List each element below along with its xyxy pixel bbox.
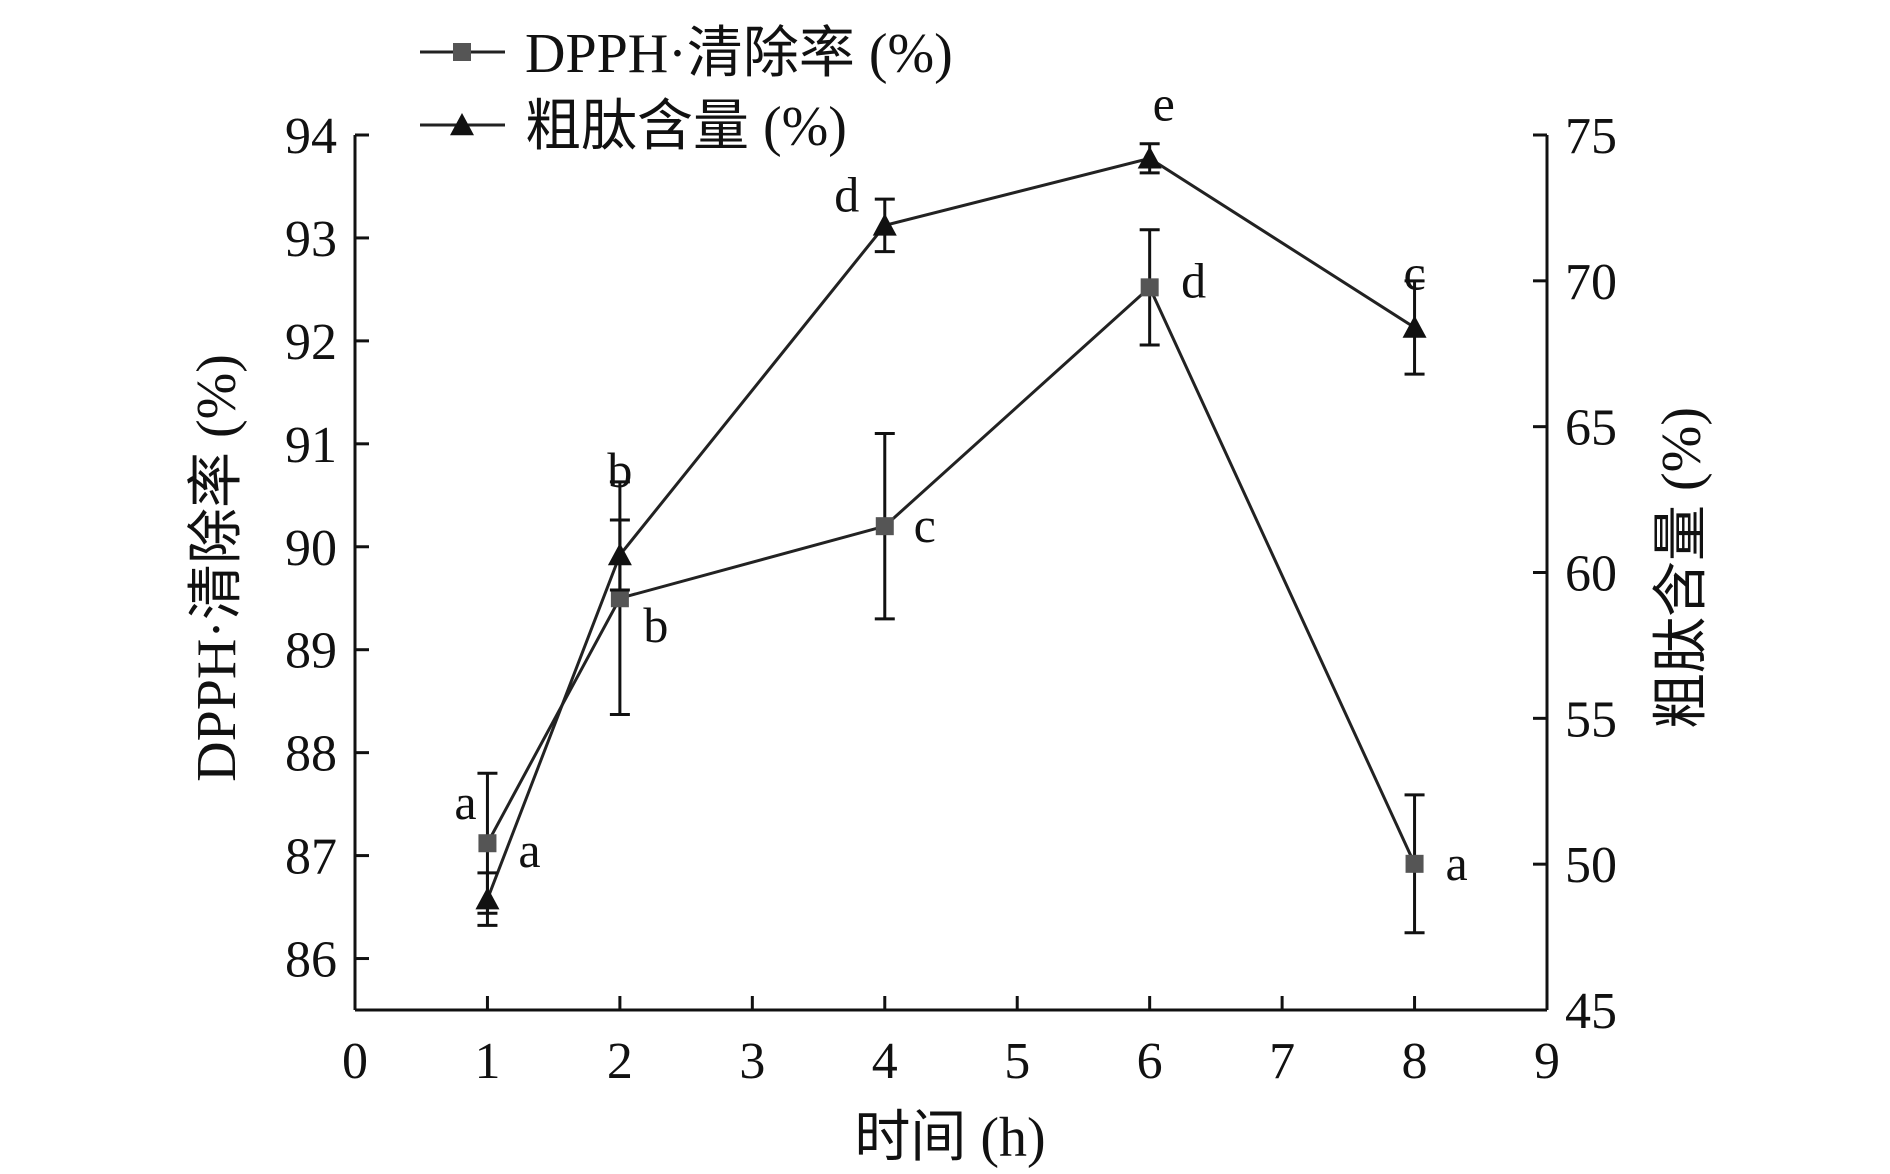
series-line <box>486 156 1416 900</box>
significance-label: b <box>607 442 632 498</box>
y-left-tick-label: 91 <box>285 417 337 474</box>
data-point <box>1405 854 1424 873</box>
x-tick-label: 8 <box>1402 1033 1428 1090</box>
y-left-tick-label: 94 <box>285 108 337 165</box>
significance-label: c <box>1403 245 1425 301</box>
significance-label: c <box>914 497 936 553</box>
y-right-tick-label: 45 <box>1565 983 1617 1040</box>
significance-label: a <box>1445 835 1467 891</box>
y-right-tick-label: 65 <box>1565 400 1617 457</box>
y-right-tick-label: 75 <box>1565 108 1617 165</box>
significance-label: d <box>1181 252 1206 308</box>
x-tick-label: 5 <box>1004 1033 1030 1090</box>
data-point <box>1140 278 1159 297</box>
data-point <box>475 887 500 910</box>
series-crude-peptide: a b d e c <box>475 75 1427 927</box>
y-left-axis-title: DPPH·清除率 (%) <box>186 354 248 782</box>
y-left-tick-label: 90 <box>285 520 337 577</box>
y-right-tick-label: 50 <box>1565 837 1617 894</box>
legend-label: DPPH·清除率 (%) <box>525 23 953 85</box>
y-right-tick-label: 70 <box>1565 254 1617 311</box>
legend-marker <box>450 113 474 136</box>
legend-label: 粗肽含量 (%) <box>525 96 847 158</box>
y-left-tick-label: 88 <box>285 726 337 783</box>
significance-label: e <box>1153 75 1175 131</box>
data-point <box>1402 315 1427 338</box>
legend-item: DPPH·清除率 (%) <box>420 23 953 85</box>
y-left-tick-label: 89 <box>285 623 337 680</box>
y-right-tick-label: 60 <box>1565 546 1617 603</box>
data-point <box>875 517 894 536</box>
legend: DPPH·清除率 (%) 粗肽含量 (%) <box>420 23 953 158</box>
legend-item: 粗肽含量 (%) <box>420 96 847 158</box>
y-right-axis-title: 粗肽含量 (%) <box>1651 407 1713 729</box>
x-tick-label: 7 <box>1269 1033 1295 1090</box>
y-right-tick-label: 55 <box>1565 691 1617 748</box>
data-point <box>1137 146 1162 169</box>
x-axis-title: 时间 (h) <box>854 1107 1045 1169</box>
data-point <box>607 543 632 566</box>
significance-label: a <box>454 774 476 830</box>
axes: 0 1 2 3 4 5 6 7 8 9868788899091929394455055606570… <box>285 108 1617 1090</box>
significance-label: d <box>834 166 859 222</box>
x-tick-label: 2 <box>607 1033 633 1090</box>
data-point <box>872 213 897 236</box>
data-point <box>610 589 629 608</box>
x-tick-label: 4 <box>872 1033 898 1090</box>
y-left-tick-label: 86 <box>285 932 337 989</box>
data-point <box>478 834 497 853</box>
y-left-tick-label: 93 <box>285 211 337 268</box>
significance-label: b <box>643 597 668 653</box>
x-tick-label: 3 <box>739 1033 765 1090</box>
series-line <box>486 284 1416 865</box>
series-dpph: a b c d a <box>454 228 1468 935</box>
x-tick-label: 6 <box>1137 1033 1163 1090</box>
significance-label: a <box>518 822 540 878</box>
x-tick-label: 0 <box>342 1033 368 1090</box>
legend-marker <box>453 43 471 61</box>
x-tick-label: 1 <box>474 1033 500 1090</box>
x-tick-label: 9 <box>1534 1033 1560 1090</box>
y-left-tick-label: 92 <box>285 314 337 371</box>
y-left-tick-label: 87 <box>285 829 337 886</box>
